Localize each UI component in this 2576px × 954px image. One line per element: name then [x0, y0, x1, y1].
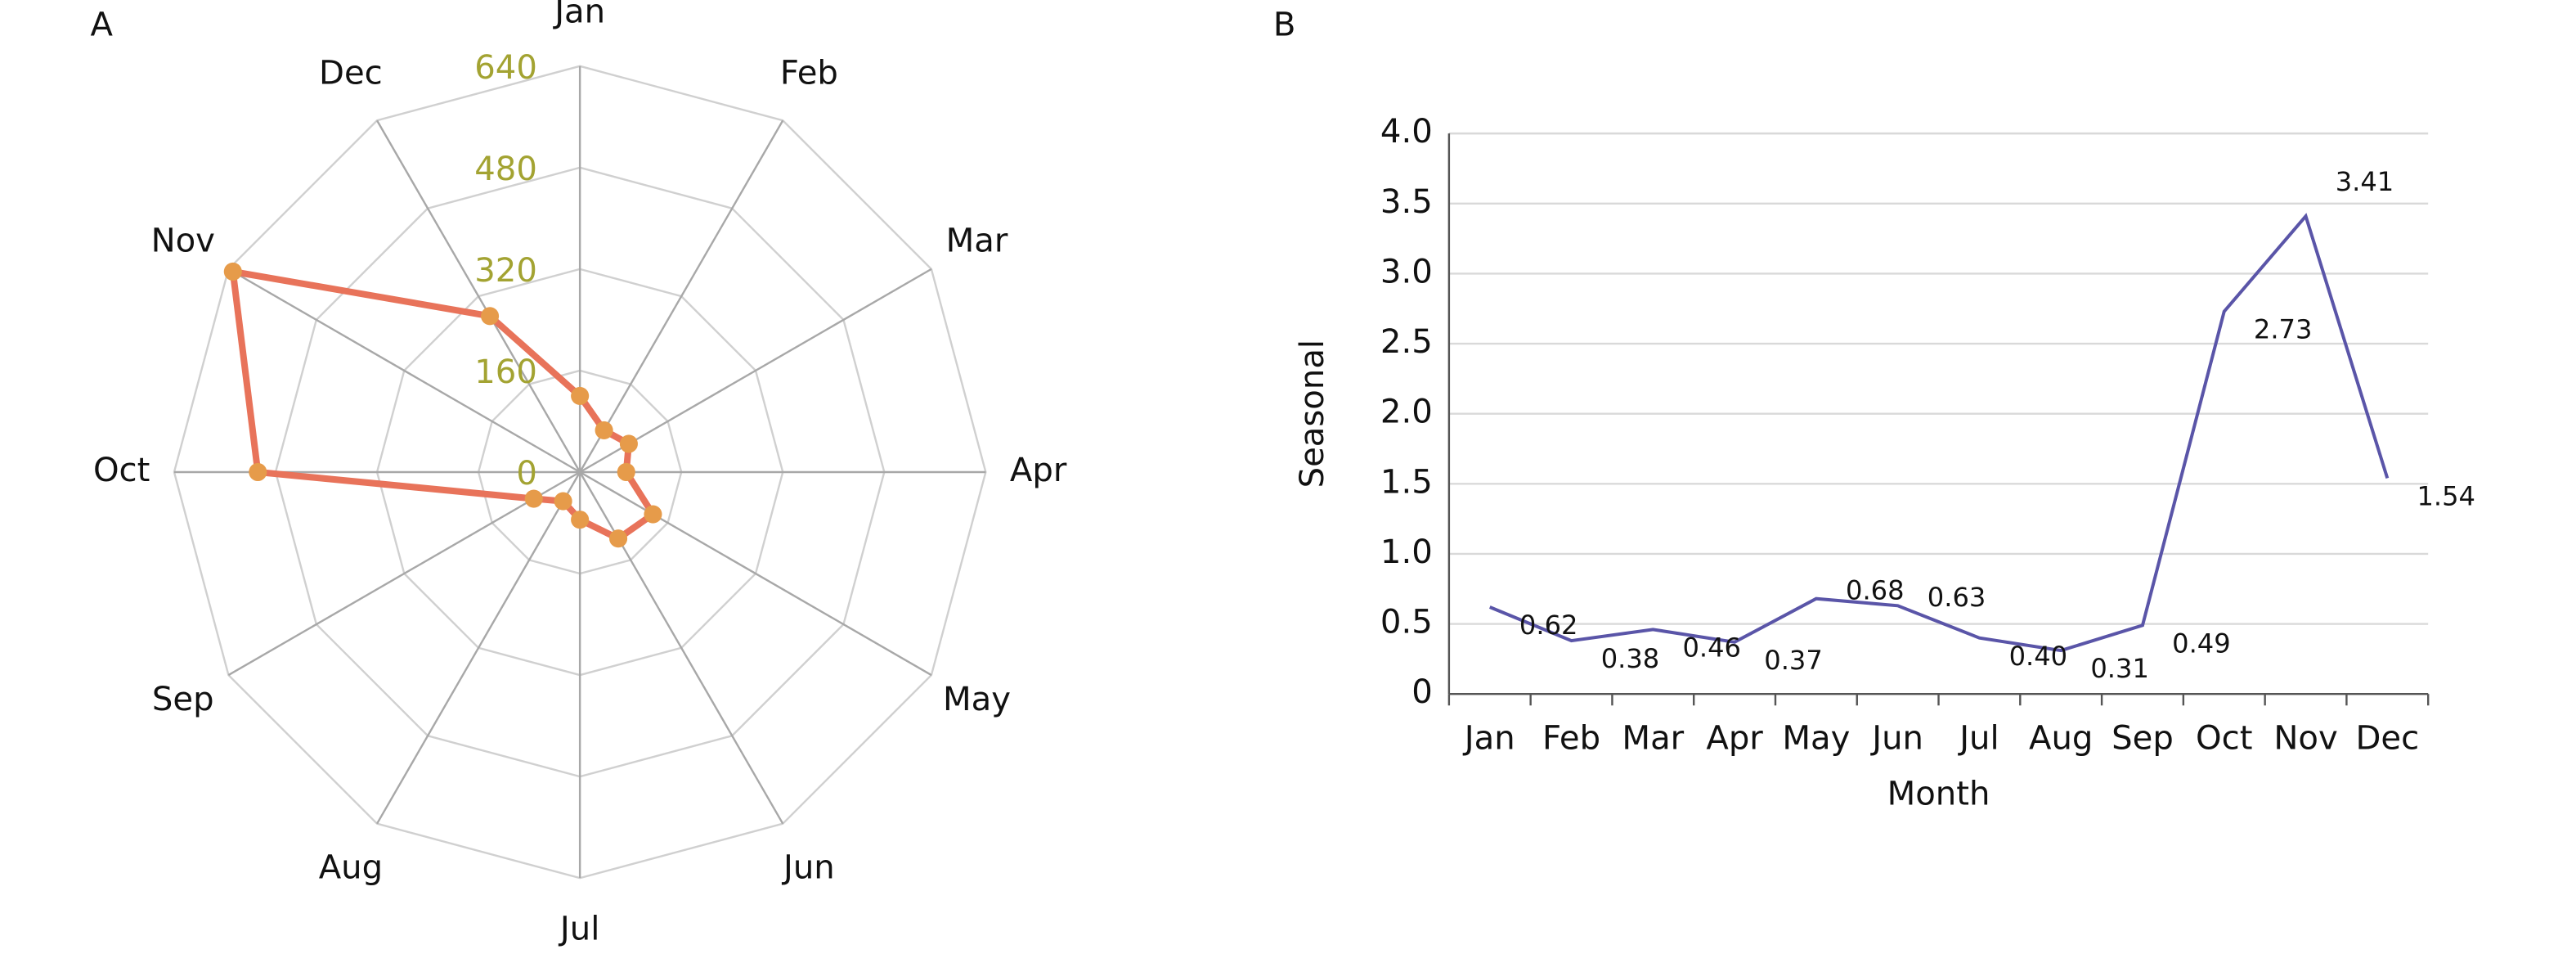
axis-label: Aug [319, 848, 383, 886]
data-label: 0.68 [1846, 575, 1905, 606]
axis-label: Dec [319, 55, 383, 92]
y-tick-label: 2.5 [1380, 323, 1433, 361]
marker [619, 434, 638, 453]
x-tick-label: Sep [2112, 719, 2174, 757]
axis-label: Feb [780, 55, 838, 92]
y-tick-label: 3.0 [1380, 253, 1433, 290]
data-label: 0.37 [1764, 645, 1823, 676]
y-tick-label: 2.0 [1380, 394, 1433, 431]
tick-label: 480 [474, 151, 537, 188]
spoke [579, 470, 932, 677]
spoke [376, 119, 581, 473]
y-axis-title: Seasonal [1294, 340, 1331, 488]
y-tick-label: 1.0 [1380, 533, 1433, 571]
marker [644, 505, 662, 524]
marker [571, 511, 590, 529]
x-axis-title: Month [1887, 776, 1990, 813]
data-label: 0.46 [1682, 632, 1741, 664]
x-tick-label: Oct [2196, 719, 2252, 757]
data-label: 0.62 [1519, 610, 1578, 641]
spoke [227, 470, 581, 677]
data-label: 0.40 [2009, 641, 2068, 672]
axis-label: May [943, 681, 1011, 718]
x-tick-label: Jun [1869, 719, 1923, 757]
axis-label: Jul [558, 910, 599, 947]
x-tick-label: Mar [1622, 719, 1684, 757]
data-label: 1.54 [2417, 481, 2475, 512]
data-label: 3.41 [2336, 166, 2394, 197]
marker [571, 386, 590, 405]
axis-label: Oct [93, 452, 150, 489]
panel-label: A [90, 7, 113, 44]
spoke [579, 119, 784, 473]
tick-label: 320 [474, 252, 537, 290]
y-tick-label: 0.5 [1380, 604, 1433, 641]
x-tick-label: Apr [1706, 719, 1763, 757]
marker [609, 529, 628, 548]
spoke [227, 268, 581, 474]
x-tick-label: Jul [1957, 719, 1999, 757]
marker [595, 421, 613, 440]
spoke [376, 471, 581, 825]
y-tick-label: 4.0 [1380, 113, 1433, 151]
y-tick-label: 3.5 [1380, 183, 1433, 221]
x-tick-label: May [1782, 719, 1850, 757]
data-label: 0.38 [1601, 643, 1660, 674]
axis-label: Jan [552, 0, 605, 30]
x-tick-label: Dec [2355, 719, 2419, 757]
radar-line [229, 268, 657, 542]
marker [223, 262, 242, 281]
marker [524, 489, 543, 508]
spoke [579, 268, 932, 474]
axis-label: Nov [151, 223, 215, 260]
panel-label: B [1273, 7, 1296, 44]
marker [249, 462, 267, 482]
spoke [579, 471, 784, 825]
axis-label: Jun [781, 848, 835, 886]
data-label: 2.73 [2254, 314, 2313, 345]
x-tick-label: Nov [2273, 719, 2337, 757]
axis-label: Sep [152, 681, 214, 718]
x-tick-label: Aug [2029, 719, 2093, 757]
data-label: 0.31 [2090, 653, 2149, 684]
x-tick-label: Jan [1462, 719, 1515, 757]
tick-label: 0 [516, 455, 537, 493]
data-label: 0.49 [2172, 628, 2231, 659]
axis-label: Mar [946, 223, 1008, 260]
y-tick-label: 0 [1411, 673, 1433, 711]
data-label: 0.63 [1928, 582, 1986, 613]
tick-label: 640 [474, 49, 537, 87]
y-tick-label: 1.5 [1380, 463, 1433, 501]
marker [554, 492, 572, 511]
marker [481, 307, 500, 326]
x-tick-label: Feb [1542, 719, 1600, 757]
tick-label: 160 [474, 353, 537, 391]
axis-label: Apr [1010, 452, 1067, 489]
marker [617, 462, 635, 482]
data-line [1488, 213, 2390, 653]
